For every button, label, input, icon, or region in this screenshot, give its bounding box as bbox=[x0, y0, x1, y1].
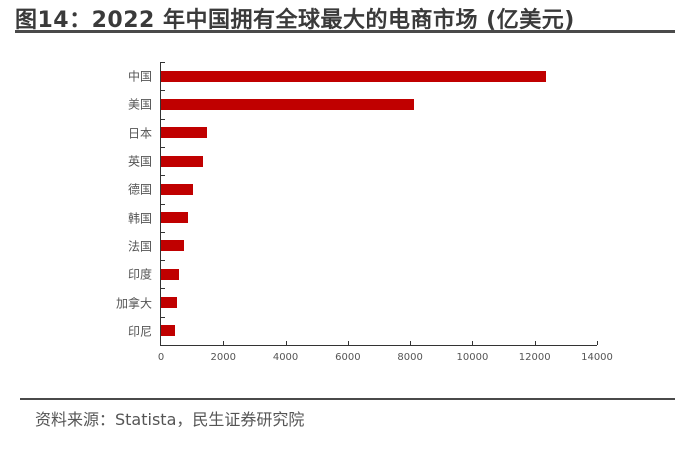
y-category-label: 中国 bbox=[127, 69, 152, 84]
x-tick-label: 14000 bbox=[581, 352, 613, 363]
x-tick-label: 8000 bbox=[397, 352, 423, 363]
x-tick bbox=[472, 341, 474, 345]
bar-chart: 中国美国日本英国德国韩国法国印度加拿大印尼 0 2000 4000 6000 8000 1… bbox=[115, 62, 613, 363]
y-category-label: 加拿大 bbox=[115, 296, 152, 311]
y-axis bbox=[160, 62, 161, 345]
y-category-label: 印度 bbox=[127, 267, 152, 282]
bar bbox=[161, 70, 546, 82]
y-category-label: 印尼 bbox=[127, 324, 152, 339]
y-tick bbox=[161, 175, 165, 177]
x-tick bbox=[347, 341, 349, 345]
bar bbox=[161, 155, 204, 167]
x-tick-label: 10000 bbox=[456, 352, 489, 363]
y-category-label: 德国 bbox=[127, 182, 152, 197]
bar bbox=[161, 240, 185, 252]
y-tick bbox=[161, 118, 165, 120]
source-note: 资料来源：Statista，民生证券研究院 bbox=[35, 410, 305, 429]
source-divider bbox=[20, 398, 675, 400]
y-tick bbox=[161, 62, 165, 63]
x-axis bbox=[160, 345, 597, 346]
x-tick bbox=[223, 341, 225, 345]
y-tick bbox=[161, 231, 165, 233]
bar bbox=[161, 212, 189, 224]
bar bbox=[161, 325, 175, 337]
bar bbox=[161, 297, 177, 309]
x-tick bbox=[285, 341, 287, 345]
y-category-label: 法国 bbox=[127, 239, 152, 254]
x-tick-label: 0 bbox=[157, 352, 165, 363]
x-tick-label: 2000 bbox=[210, 352, 237, 363]
bar bbox=[161, 268, 180, 280]
y-tick bbox=[161, 288, 165, 290]
x-tick-label: 4000 bbox=[272, 352, 299, 363]
y-category-label: 韩国 bbox=[127, 211, 152, 226]
figure-title: 图14：2022 年中国拥有全球最大的电商市场 (亿美元) bbox=[15, 8, 575, 33]
y-tick bbox=[161, 146, 165, 148]
x-tick-label: 6000 bbox=[335, 352, 361, 363]
y-category-label: 英国 bbox=[127, 154, 152, 169]
x-tick-label: 12000 bbox=[518, 352, 551, 363]
y-tick bbox=[161, 203, 165, 205]
bar bbox=[161, 98, 414, 110]
y-tick bbox=[161, 90, 165, 92]
y-category-label: 美国 bbox=[127, 97, 152, 112]
bar bbox=[161, 127, 208, 139]
y-tick bbox=[161, 316, 165, 318]
y-category-label: 日本 bbox=[127, 126, 152, 141]
x-tick bbox=[597, 341, 598, 345]
title-divider bbox=[15, 30, 675, 33]
bar bbox=[161, 183, 194, 195]
x-tick bbox=[534, 341, 536, 345]
x-tick bbox=[410, 341, 412, 345]
y-tick bbox=[161, 260, 165, 262]
